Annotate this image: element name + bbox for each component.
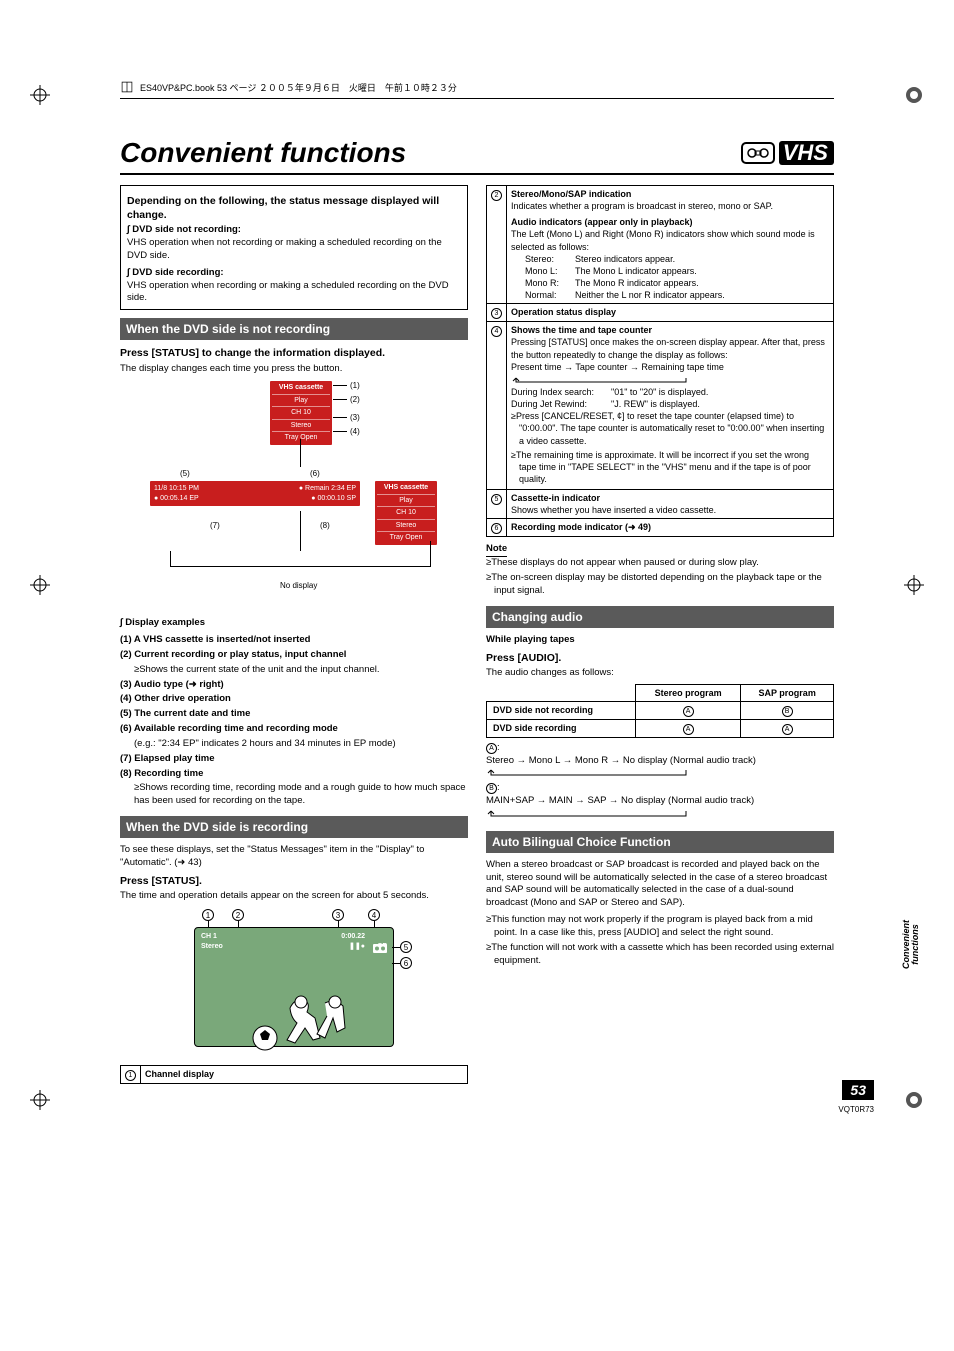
item-6b: (e.g.: "2:34 EP" indicates 2 hours and 3… xyxy=(120,738,468,751)
item-8b: ≥Shows recording time, recording mode an… xyxy=(120,782,468,808)
left-column: Depending on the following, the status m… xyxy=(120,185,468,1090)
while-playing: While playing tapes xyxy=(486,634,834,647)
row1-text: Channel display xyxy=(141,1065,468,1083)
crop-mark xyxy=(30,85,50,105)
content: Convenient functions VHS Depending on th… xyxy=(40,107,914,1110)
note-heading: Note xyxy=(486,543,507,557)
dvd-rec-h: ∫ DVD side recording: xyxy=(127,267,461,280)
audio-table: Stereo program SAP program DVD side not … xyxy=(486,684,834,738)
cycle-a-label: A: xyxy=(486,742,834,755)
callout-5: 5 xyxy=(400,941,412,953)
item-5: (5) The current date and time xyxy=(120,708,468,721)
audio-changes-p: The audio changes as follows: xyxy=(486,667,834,680)
side-tab: Convenient functions xyxy=(902,920,920,969)
header-meta: ES40VP&PC.book 53 ページ ２００５年９月６日 火曜日 午前１０… xyxy=(120,80,834,99)
dvd-rec-t: VHS operation when recording or making a… xyxy=(127,280,461,306)
label-8: (8) xyxy=(320,521,330,532)
callout-2: 2 xyxy=(232,909,244,921)
cycle-b-label: B: xyxy=(486,782,834,795)
item-4: (4) Other drive operation xyxy=(120,693,468,706)
tv-time: 0:00.22 xyxy=(341,932,365,941)
soccer-illustration xyxy=(245,988,355,1058)
label-2: (2) xyxy=(350,395,360,406)
row5-cell: Cassette-in indicator Shows whether you … xyxy=(507,490,834,519)
tv-ch: CH 1 xyxy=(201,932,217,941)
callout-4: 4 xyxy=(368,909,380,921)
label-4: (4) xyxy=(350,427,360,438)
vhs-label: VHS xyxy=(779,141,834,165)
cycle-b: MAIN+SAP → MAIN → SAP → No display (Norm… xyxy=(486,795,834,808)
sec4-p1: When a stereo broadcast or SAP broadcast… xyxy=(486,859,834,910)
sec2-p2: The time and operation details appear on… xyxy=(120,890,468,903)
status-cycle-diagram: VHS cassette Play CH 10 Stereo Tray Open… xyxy=(120,381,468,611)
section-changing-audio: Changing audio xyxy=(486,606,834,628)
callout-1: 1 xyxy=(202,909,214,921)
display-examples-h: ∫ Display examples xyxy=(120,617,468,630)
sec2-p1: To see these displays, set the "Status M… xyxy=(120,844,468,870)
row4-cell: Shows the time and tape counter Pressing… xyxy=(507,322,834,490)
channel-display-table: 1 Channel display xyxy=(120,1065,468,1084)
item-8: (8) Recording time xyxy=(120,768,468,781)
item-1: (1) A VHS cassette is inserted/not inser… xyxy=(120,634,468,647)
page-number: 53 xyxy=(842,1080,874,1100)
callout-3: 3 xyxy=(332,909,344,921)
label-5: (5) xyxy=(180,469,190,480)
page: ES40VP&PC.book 53 ページ ２００５年９月６日 火曜日 午前１０… xyxy=(0,0,954,1150)
tv-stereo: Stereo xyxy=(201,942,223,951)
crop-mark xyxy=(904,85,924,105)
cassette-mini-icon xyxy=(373,944,387,954)
item-2b: ≥Shows the current state of the unit and… xyxy=(120,664,468,677)
section-recording: When the DVD side is recording xyxy=(120,816,468,838)
note-b1: ≥These displays do not appear when pause… xyxy=(486,557,834,570)
header-meta-text: ES40VP&PC.book 53 ページ ２００５年９月６日 火曜日 午前１０… xyxy=(140,81,457,94)
press-status-h: Press [STATUS] to change the information… xyxy=(120,346,468,360)
box-heading: Depending on the following, the status m… xyxy=(127,194,461,222)
book-icon xyxy=(120,80,134,94)
row1-num: 1 xyxy=(125,1070,136,1081)
callout-6: 6 xyxy=(400,957,412,969)
vhs-status-box-right: VHS cassette Play CH 10 Stereo Tray Open xyxy=(375,481,437,544)
tv-screen: CH 1 Stereo 0:00.22 ❚❚● SP xyxy=(194,927,394,1047)
sec2-sub: Press [STATUS]. xyxy=(120,874,468,888)
section-not-recording: When the DVD side is not recording xyxy=(120,318,468,340)
status-depend-box: Depending on the following, the status m… xyxy=(120,185,468,310)
note-b2: ≥The on-screen display may be distorted … xyxy=(486,572,834,598)
sec4-b2: ≥The function will not work with a casse… xyxy=(486,942,834,968)
page-title: Convenient functions xyxy=(120,137,406,169)
doc-code: VQT0R73 xyxy=(838,1105,874,1114)
item-6: (6) Available recording time and recordi… xyxy=(120,723,468,736)
press-status-p: The display changes each time you press … xyxy=(120,363,468,376)
label-1: (1) xyxy=(350,381,360,392)
no-display-label: No display xyxy=(280,581,317,592)
press-audio: Press [AUDIO]. xyxy=(486,651,834,665)
cycle-arrow-icon xyxy=(486,767,726,777)
cycle-a: Stereo → Mono L → Mono R → No display (N… xyxy=(486,755,834,768)
sec4-b1: ≥This function may not work properly if … xyxy=(486,914,834,940)
right-column: 2 Stereo/Mono/SAP indication Indicates w… xyxy=(486,185,834,1090)
row2-cell: Stereo/Mono/SAP indication Indicates whe… xyxy=(507,186,834,304)
dvd-not-rec-h: ∫ DVD side not recording: xyxy=(127,224,461,237)
label-6: (6) xyxy=(310,469,320,480)
cycle-arrow-icon xyxy=(511,373,691,383)
tv-pause: ❚❚● xyxy=(349,942,365,951)
vhs-status-box-mid: 11/8 10:15 PM ● Remain 2:34 EP ● 00:05.1… xyxy=(150,481,360,506)
item-3: (3) Audio type (➜ right) xyxy=(120,679,468,692)
recording-diagram: 1 2 3 4 CH 1 Stereo 0:00.22 ❚❚● SP xyxy=(184,909,404,1059)
columns: Depending on the following, the status m… xyxy=(120,185,834,1090)
item-2: (2) Current recording or play status, in… xyxy=(120,649,468,662)
label-7: (7) xyxy=(210,521,220,532)
section-auto-bilingual: Auto Bilingual Choice Function xyxy=(486,831,834,853)
dvd-not-rec-t: VHS operation when not recording or maki… xyxy=(127,237,461,263)
cassette-icon xyxy=(741,142,775,164)
vhs-status-box-top: VHS cassette Play CH 10 Stereo Tray Open xyxy=(270,381,332,444)
item-7: (7) Elapsed play time xyxy=(120,753,468,766)
label-3: (3) xyxy=(350,413,360,424)
title-row: Convenient functions VHS xyxy=(120,137,834,175)
indicator-table: 2 Stereo/Mono/SAP indication Indicates w… xyxy=(486,185,834,537)
cycle-arrow-icon xyxy=(486,808,726,818)
vhs-badge: VHS xyxy=(741,141,834,165)
